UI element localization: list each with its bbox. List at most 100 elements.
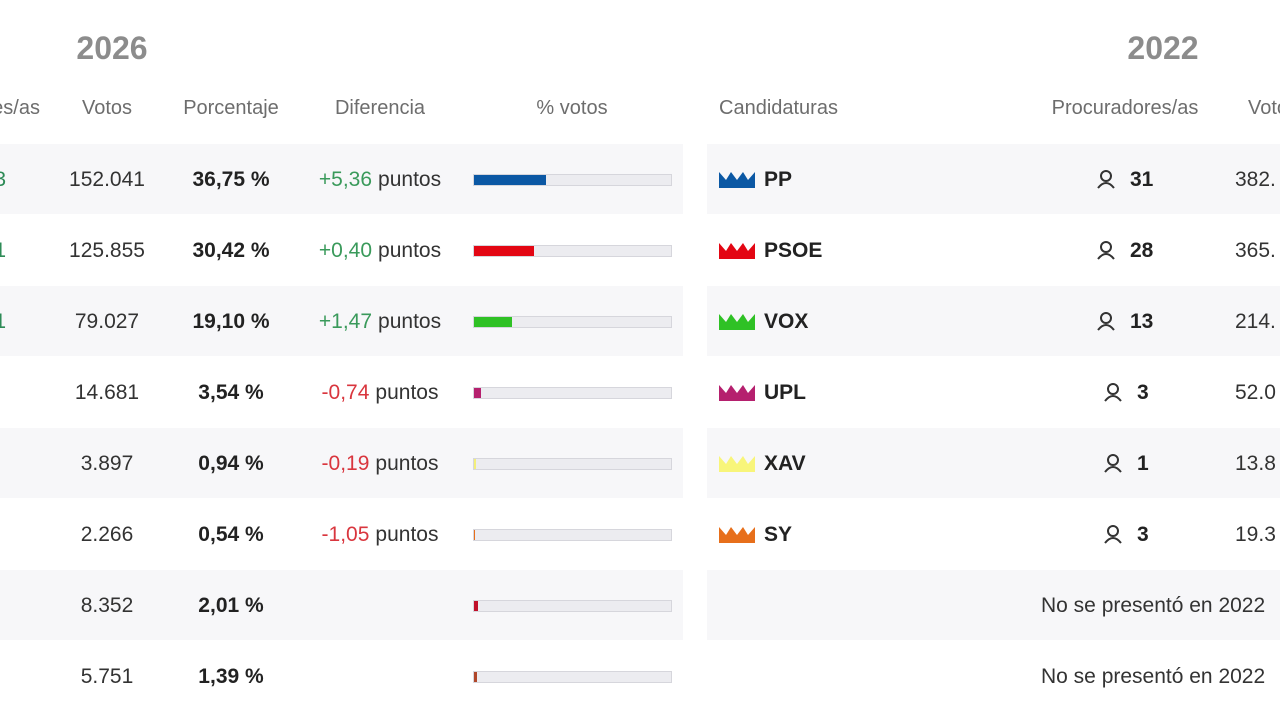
row-background	[707, 144, 1280, 214]
icon-body	[1097, 324, 1115, 331]
bar	[474, 530, 476, 540]
party-name: SY	[764, 523, 793, 546]
percentage: 19,10 %	[192, 310, 270, 333]
crown	[719, 172, 755, 188]
difference-value: -0,74	[321, 381, 370, 404]
votes: 13.8	[1235, 452, 1276, 475]
person-icon	[1097, 170, 1115, 189]
difference-value: +0,40	[318, 239, 373, 262]
difference-value: -0,19	[321, 452, 370, 475]
votes: 382.	[1235, 168, 1276, 191]
votes: 5.751	[80, 665, 134, 688]
icon-head	[1100, 312, 1112, 324]
party-name: XAV	[764, 452, 806, 475]
votes: 52.0	[1235, 381, 1276, 404]
crown	[719, 385, 755, 401]
votes: 125.855	[69, 239, 145, 262]
votes: 14.681	[74, 381, 140, 404]
seats: 3	[0, 168, 6, 191]
header: Porcentaje	[183, 97, 279, 119]
person-icon	[1104, 525, 1122, 544]
icon-head	[1107, 383, 1119, 395]
crown	[719, 456, 755, 472]
difference-unit: puntos	[378, 168, 442, 191]
bar-track	[473, 387, 672, 399]
seats: 31	[1130, 168, 1154, 191]
bar-track	[473, 600, 672, 612]
party-logo	[719, 456, 755, 472]
header: Procuradores/as	[1051, 97, 1199, 119]
percentage: 0,54 %	[198, 523, 264, 546]
bar-track	[473, 316, 672, 328]
header: Diferencia	[334, 97, 426, 119]
difference-unit: puntos	[378, 310, 442, 333]
difference: -0,74 puntos	[322, 381, 439, 405]
party-name: PSOE	[764, 239, 823, 262]
person-icon	[1097, 241, 1115, 260]
percentage: 30,42 %	[192, 239, 270, 262]
difference-value: +1,47	[318, 310, 373, 333]
header: Candidaturas	[719, 97, 838, 119]
icon-head	[1107, 454, 1119, 466]
bar-track	[473, 458, 672, 470]
percentage: 3,54 %	[198, 381, 264, 404]
party-logo	[719, 243, 755, 259]
difference-unit: puntos	[378, 239, 442, 262]
icon-body	[1097, 253, 1115, 260]
person-icon	[1104, 454, 1122, 473]
votes: 3.897	[80, 452, 134, 475]
bar	[474, 317, 512, 327]
crown	[719, 527, 755, 543]
bar	[474, 246, 534, 256]
votes: 152.041	[69, 168, 145, 191]
icon-head	[1100, 170, 1112, 182]
icon-body	[1104, 537, 1122, 544]
difference-value: +5,36	[318, 168, 373, 191]
difference: +0,40 puntos	[319, 239, 441, 263]
seats: 3	[1137, 381, 1149, 404]
votes: 214.	[1235, 310, 1276, 333]
icon-body	[1104, 466, 1122, 473]
header: Procuradores/as	[0, 97, 40, 119]
difference-unit: puntos	[375, 452, 439, 475]
difference: -0,19 puntos	[322, 452, 439, 476]
seats: 1	[1137, 452, 1149, 475]
votes: 8.352	[80, 594, 134, 617]
bar	[474, 601, 478, 611]
party-name: VOX	[764, 310, 809, 333]
party-name: PP	[764, 168, 793, 191]
difference-value: -1,05	[321, 523, 370, 546]
icon-head	[1100, 241, 1112, 253]
bar-track	[473, 671, 672, 683]
bar	[474, 459, 476, 469]
header: % votos	[536, 97, 608, 119]
seats: 1	[0, 310, 6, 333]
note: No se presentó en 2022	[1041, 594, 1266, 617]
crown	[719, 314, 755, 330]
difference: -1,05 puntos	[322, 523, 439, 547]
bar-track	[473, 529, 672, 541]
icon-body	[1097, 182, 1115, 189]
seats: 13	[1130, 310, 1154, 333]
person-icon	[1104, 383, 1122, 402]
percentage: 2,01 %	[198, 594, 264, 617]
row-background	[707, 570, 1280, 640]
year-right: 2022	[1127, 30, 1199, 66]
votes: 365.	[1235, 239, 1276, 262]
bar	[474, 672, 477, 682]
difference: +5,36 puntos	[319, 168, 441, 192]
difference: +1,47 puntos	[319, 310, 441, 334]
party-logo	[719, 385, 755, 401]
votes: 2.266	[80, 523, 134, 546]
bar	[474, 175, 547, 185]
party-logo	[719, 314, 755, 330]
difference-unit: puntos	[375, 523, 439, 546]
party-logo	[719, 527, 755, 543]
bar	[474, 388, 481, 398]
seats: 3	[1137, 523, 1149, 546]
crown	[719, 243, 755, 259]
bar-track	[473, 174, 672, 186]
party-name: UPL	[764, 381, 806, 404]
votes: 19.3	[1235, 523, 1276, 546]
